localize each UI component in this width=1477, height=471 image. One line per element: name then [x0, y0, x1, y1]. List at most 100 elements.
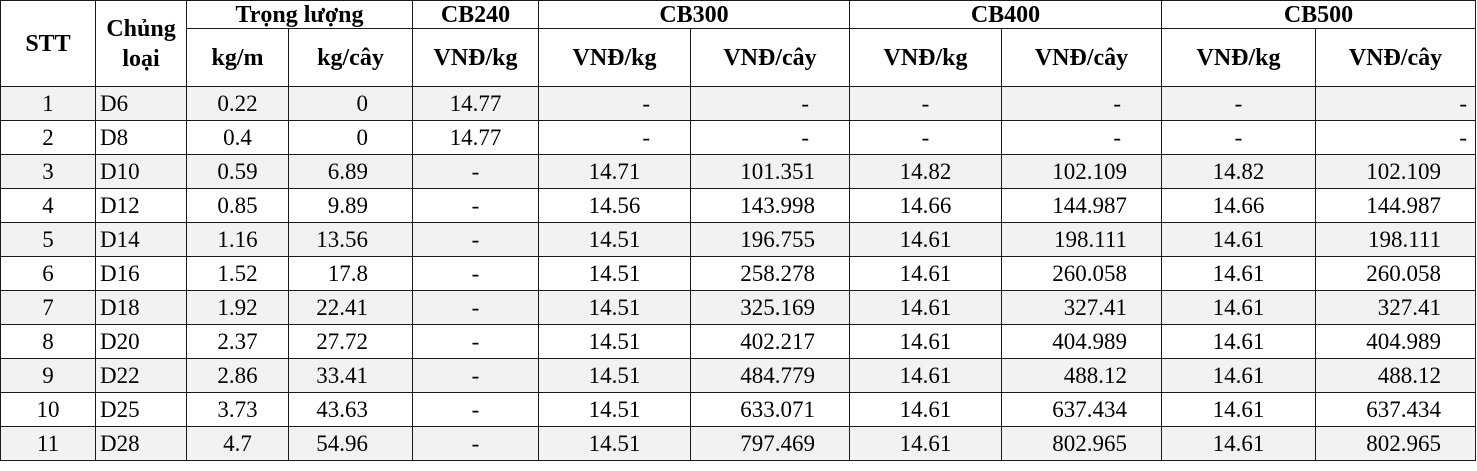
cell-kg-cay: 9.89 [288, 188, 413, 223]
header-chung-loai-text: Chủng loại [106, 15, 176, 72]
header-cb500-vnd-cay: VNĐ/cây [1315, 28, 1476, 87]
cell-kg-m: 0.85 [186, 188, 289, 223]
cell-chung-loai: D28 [95, 426, 187, 461]
cell-cb400-vnd-kg: 14.82 [849, 154, 1002, 189]
header-cb400: CB400 [849, 0, 1162, 29]
cell-cb300-vnd-cay: 325.169 [690, 290, 850, 325]
header-cb500-vnd-kg: VNĐ/kg [1161, 28, 1316, 87]
cell-cb500-vnd-kg: 14.61 [1161, 222, 1316, 257]
header-stt: STT [0, 0, 96, 87]
cell-cb240-vnd-kg: 14.77 [412, 86, 539, 121]
cell-cb300-vnd-kg: 14.56 [538, 188, 691, 223]
cell-cb300-vnd-cay: 101.351 [690, 154, 850, 189]
cell-cb400-vnd-kg: 14.61 [849, 324, 1002, 359]
table-row: 10 D25 3.73 43.63-14.51 633.071 14.61 637.434 1… [0, 392, 1476, 427]
cell-kg-cay: 6.89 [288, 154, 413, 189]
cell-cb500-vnd-kg: 14.61 [1161, 392, 1316, 427]
cell-cb400-vnd-kg: 14.61 [849, 256, 1002, 291]
cell-cb400-vnd-kg: 14.61 [849, 392, 1002, 427]
cell-cb300-vnd-cay: 484.779 [690, 358, 850, 393]
table-row: 8 D20 2.37 27.72-14.51 402.217 14.61 404.989 14… [0, 324, 1476, 359]
cell-kg-cay: 0 [288, 86, 413, 121]
cell-kg-cay: 43.63 [288, 392, 413, 427]
cell-stt: 5 [0, 222, 96, 257]
table-row: 2 D8 0.4 0 14.77- - - - - - [0, 120, 1476, 155]
cell-chung-loai: D6 [95, 86, 187, 121]
cell-cb400-vnd-cay: 260.058 [1001, 256, 1162, 291]
cell-cb500-vnd-cay: 144.987 [1315, 188, 1476, 223]
cell-kg-cay: 33.41 [288, 358, 413, 393]
cell-cb240-vnd-kg: - [412, 290, 539, 325]
cell-cb500-vnd-kg: 14.61 [1161, 256, 1316, 291]
cell-cb240-vnd-kg: - [412, 324, 539, 359]
cell-cb500-vnd-kg: - [1161, 120, 1316, 155]
cell-cb400-vnd-kg: 14.61 [849, 358, 1002, 393]
cell-stt: 3 [0, 154, 96, 189]
header-cb300: CB300 [538, 0, 850, 29]
cell-cb300-vnd-cay: - [690, 86, 850, 121]
header-cb400-vnd-kg: VNĐ/kg [849, 28, 1002, 87]
cell-cb500-vnd-kg: 14.66 [1161, 188, 1316, 223]
cell-cb240-vnd-kg: - [412, 188, 539, 223]
cell-cb400-vnd-cay: - [1001, 120, 1162, 155]
cell-kg-m: 2.86 [186, 358, 289, 393]
table-row: 3 D10 0.59 6.89-14.71 101.351 14.82 102.109 14.… [0, 154, 1476, 189]
cell-kg-m: 2.37 [186, 324, 289, 359]
cell-cb400-vnd-cay: 102.109 [1001, 154, 1162, 189]
cell-cb400-vnd-kg: 14.61 [849, 222, 1002, 257]
cell-cb500-vnd-cay: - [1315, 86, 1476, 121]
cell-cb300-vnd-kg: 14.71 [538, 154, 691, 189]
cell-cb300-vnd-cay: 633.071 [690, 392, 850, 427]
cell-cb300-vnd-kg: 14.51 [538, 358, 691, 393]
cell-stt: 8 [0, 324, 96, 359]
cell-cb300-vnd-kg: 14.51 [538, 222, 691, 257]
cell-kg-m: 1.52 [186, 256, 289, 291]
header-cb500: CB500 [1161, 0, 1476, 29]
cell-chung-loai: D25 [95, 392, 187, 427]
cell-cb240-vnd-kg: - [412, 392, 539, 427]
header-chung-loai: Chủng loại [95, 0, 187, 87]
header-kg-cay: kg/cây [288, 28, 413, 87]
cell-chung-loai: D22 [95, 358, 187, 393]
table-row: 7 D18 1.92 22.41-14.51 325.169 14.61 327.41 14.… [0, 290, 1476, 325]
cell-cb400-vnd-cay: 637.434 [1001, 392, 1162, 427]
cell-cb300-vnd-cay: 143.998 [690, 188, 850, 223]
cell-stt: 7 [0, 290, 96, 325]
table-row: 5 D14 1.16 13.56-14.51 196.755 14.61 198.111 14… [0, 222, 1476, 257]
cell-cb300-vnd-cay: 258.278 [690, 256, 850, 291]
table-header: STT Chủng loại Trọng lượng CB240 CB300 C… [0, 0, 1476, 87]
cell-cb400-vnd-kg: - [849, 120, 1002, 155]
cell-cb300-vnd-kg: 14.51 [538, 392, 691, 427]
cell-kg-cay: 17.8 [288, 256, 413, 291]
cell-chung-loai: D20 [95, 324, 187, 359]
cell-cb300-vnd-cay: - [690, 120, 850, 155]
cell-kg-m: 0.59 [186, 154, 289, 189]
cell-cb300-vnd-kg: - [538, 86, 691, 121]
cell-kg-cay: 22.41 [288, 290, 413, 325]
cell-kg-cay: 13.56 [288, 222, 413, 257]
cell-cb500-vnd-kg: 14.61 [1161, 290, 1316, 325]
cell-chung-loai: D14 [95, 222, 187, 257]
cell-cb400-vnd-cay: 198.111 [1001, 222, 1162, 257]
cell-kg-m: 4.7 [186, 426, 289, 461]
cell-stt: 4 [0, 188, 96, 223]
cell-cb400-vnd-cay: 404.989 [1001, 324, 1162, 359]
cell-kg-cay: 0 [288, 120, 413, 155]
cell-cb300-vnd-cay: 196.755 [690, 222, 850, 257]
cell-stt: 11 [0, 426, 96, 461]
cell-chung-loai: D10 [95, 154, 187, 189]
cell-kg-m: 1.16 [186, 222, 289, 257]
table-row: 9 D22 2.86 33.41-14.51 484.779 14.61 488.12 14.… [0, 358, 1476, 393]
cell-cb500-vnd-kg: - [1161, 86, 1316, 121]
cell-cb240-vnd-kg: - [412, 426, 539, 461]
cell-cb240-vnd-kg: - [412, 154, 539, 189]
cell-kg-m: 0.4 [186, 120, 289, 155]
cell-kg-m: 0.22 [186, 86, 289, 121]
cell-cb400-vnd-cay: 144.987 [1001, 188, 1162, 223]
cell-stt: 1 [0, 86, 96, 121]
cell-cb500-vnd-kg: 14.61 [1161, 324, 1316, 359]
cell-cb400-vnd-kg: 14.61 [849, 290, 1002, 325]
cell-kg-m: 1.92 [186, 290, 289, 325]
cell-cb300-vnd-cay: 797.469 [690, 426, 850, 461]
cell-cb500-vnd-cay: 802.965 [1315, 426, 1476, 461]
